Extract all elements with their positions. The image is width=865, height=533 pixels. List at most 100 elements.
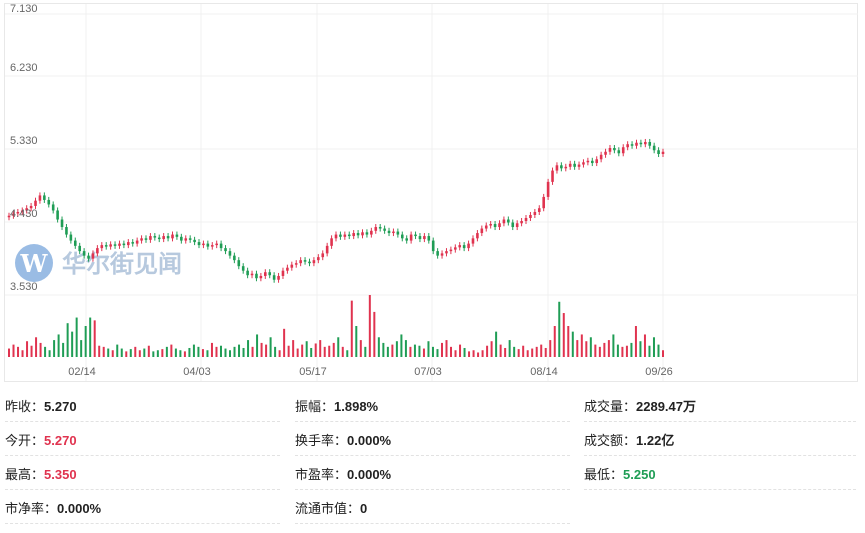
candle-body xyxy=(43,195,46,200)
stat-high: 最高：5.350 xyxy=(5,456,280,490)
volume-bar xyxy=(75,317,78,357)
stat-open: 今开：5.270 xyxy=(5,422,280,456)
volume-bar xyxy=(549,340,552,357)
candle-body xyxy=(352,233,355,237)
stats-row-4: 市净率：0.000% 流通市值：0 xyxy=(0,490,865,524)
volume-bar xyxy=(522,345,525,357)
volume-bar xyxy=(508,340,511,357)
stat-pb: 市净率：0.000% xyxy=(5,490,280,524)
volume-bar xyxy=(616,344,619,357)
volume-bar xyxy=(571,331,574,357)
candle-body xyxy=(255,273,258,279)
candle-body xyxy=(237,260,241,267)
candle-body xyxy=(290,264,294,268)
candle-body xyxy=(69,234,73,241)
watermark-logo-icon xyxy=(15,244,53,282)
volume-bar xyxy=(558,301,561,357)
volume-bar xyxy=(80,340,83,357)
x-tick-label: 05/17 xyxy=(299,366,327,378)
candle-body xyxy=(555,165,559,171)
volume-bar xyxy=(648,345,651,357)
candle-body xyxy=(445,251,448,254)
x-tick-label: 07/03 xyxy=(414,366,442,378)
stat-value: 5.270 xyxy=(44,433,77,448)
volume-bar xyxy=(111,350,114,357)
volume-bar xyxy=(170,344,173,357)
candle-body xyxy=(96,248,99,254)
volume-bar xyxy=(84,326,87,357)
candle-body xyxy=(546,181,550,197)
volume-bar xyxy=(8,348,10,357)
stat-low: 最低：5.250 xyxy=(584,456,856,490)
candle-body xyxy=(162,236,165,240)
volume-bar xyxy=(292,340,295,357)
candle-body xyxy=(458,245,462,248)
candle-body xyxy=(73,240,77,246)
candle-body xyxy=(343,234,347,237)
candle-body xyxy=(91,253,95,259)
candle-body xyxy=(34,200,37,206)
candle-body xyxy=(370,230,373,235)
watermark-logo-letter: W xyxy=(20,249,49,278)
volume-bar xyxy=(305,341,308,357)
volume-bar xyxy=(594,344,597,357)
volume-bar xyxy=(197,346,200,357)
candle-body xyxy=(586,160,590,163)
candle-body xyxy=(493,224,497,228)
candle-body xyxy=(281,270,285,276)
candle-body xyxy=(431,240,435,252)
volume-bar xyxy=(486,345,489,357)
candle-body xyxy=(520,221,523,224)
candle-body xyxy=(661,151,665,155)
volume-bar xyxy=(481,350,484,357)
volume-bar xyxy=(382,342,385,357)
candle-body xyxy=(303,260,307,262)
candle-body xyxy=(56,210,59,220)
candle-body xyxy=(392,231,395,234)
volume-bar xyxy=(274,346,277,357)
volume-bar xyxy=(179,350,182,357)
candle-body xyxy=(166,236,170,239)
y-tick-label: 5.330 xyxy=(10,135,38,147)
volume-bar xyxy=(621,346,624,357)
candle-body xyxy=(639,142,643,145)
volume-bar xyxy=(12,344,15,357)
candle-body xyxy=(604,151,607,155)
candle-body xyxy=(149,236,152,240)
candle-body xyxy=(648,141,652,146)
candle-body xyxy=(568,163,572,167)
stat-label: 成交量： xyxy=(584,399,637,414)
volume-bar xyxy=(269,337,272,357)
stat-float-cap: 流通市值：0 xyxy=(295,490,570,524)
volume-bar xyxy=(576,340,579,357)
volume-bar xyxy=(66,323,69,357)
volume-bar xyxy=(210,342,213,357)
candle-body xyxy=(400,234,404,239)
stat-label: 流通市值： xyxy=(295,501,361,516)
volume-bar xyxy=(400,334,403,357)
volume-bar xyxy=(48,350,51,357)
volume-bar xyxy=(490,341,493,357)
volume-bar xyxy=(165,346,168,357)
candle-body xyxy=(299,260,302,264)
volume-bar xyxy=(454,350,457,357)
candle-body xyxy=(109,244,112,247)
stat-value: 2289.47万 xyxy=(636,399,697,414)
volume-bar xyxy=(364,346,367,357)
candle-body xyxy=(387,230,391,234)
candle-body xyxy=(529,214,532,219)
stat-value: 5.270 xyxy=(44,399,77,414)
stat-value: 1.898% xyxy=(334,399,379,414)
candle-body xyxy=(652,145,656,151)
candle-body xyxy=(582,162,585,165)
candle-body xyxy=(608,147,612,152)
candle-body xyxy=(144,238,148,240)
candle-body xyxy=(78,245,82,252)
candle-body xyxy=(184,238,188,241)
volume-bar xyxy=(657,344,660,357)
volume-bar xyxy=(567,326,570,357)
candle-body xyxy=(65,227,68,235)
y-tick-label: 7.130 xyxy=(10,3,38,15)
volume-bar xyxy=(265,344,268,357)
